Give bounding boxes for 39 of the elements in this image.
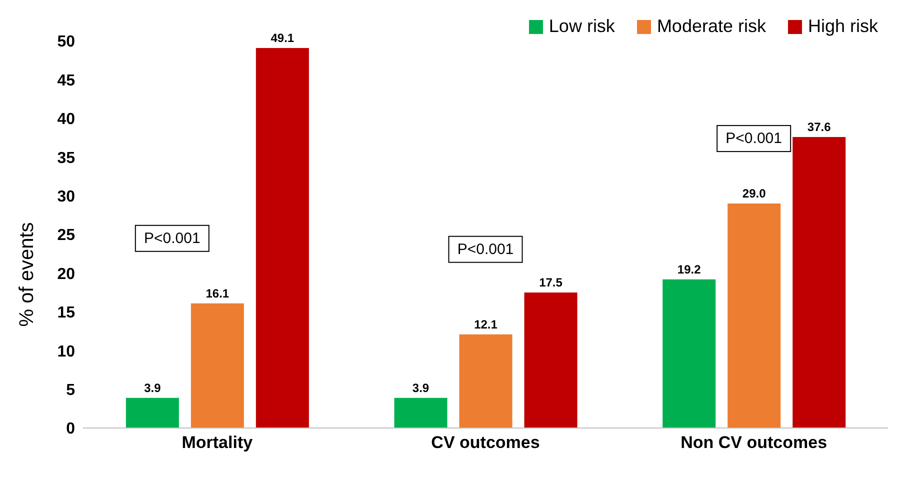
y-tick-label: 30 <box>57 188 76 206</box>
bar <box>256 48 309 428</box>
bar <box>459 334 512 428</box>
data-label: 16.1 <box>206 286 230 300</box>
bar <box>728 204 781 428</box>
y-tick-label: 45 <box>57 72 76 90</box>
bar <box>662 279 716 428</box>
x-tick-label: Mortality <box>182 433 254 452</box>
bar <box>394 398 448 428</box>
legend-label: Low risk <box>548 16 615 37</box>
y-axis-title: % of events <box>16 222 38 327</box>
x-tick-label: CV outcomes <box>431 433 540 452</box>
y-tick-label: 25 <box>57 227 76 244</box>
x-tick-label: Non CV outcomes <box>680 433 828 452</box>
data-label: 19.2 <box>677 262 702 276</box>
annotation: P<0.001 <box>144 230 200 247</box>
y-tick-label: 40 <box>57 111 76 128</box>
data-label: 37.6 <box>807 120 832 134</box>
bar <box>126 398 179 428</box>
data-label: 49.1 <box>270 30 294 45</box>
data-label: 12.1 <box>474 317 498 332</box>
data-label: 3.9 <box>412 380 430 395</box>
annotation: P<0.001 <box>457 240 514 258</box>
bar <box>792 136 846 428</box>
y-tick-label: 5 <box>66 382 76 399</box>
legend-label: High risk <box>806 16 878 37</box>
y-tick-label: 15 <box>57 304 76 322</box>
bar <box>190 303 244 428</box>
data-label: 3.9 <box>144 380 162 395</box>
y-tick-label: 50 <box>57 34 76 51</box>
bar <box>524 292 578 428</box>
annotation: P<0.001 <box>726 130 782 148</box>
y-tick-label: 35 <box>57 150 76 167</box>
y-tick-label: 0 <box>66 420 76 438</box>
data-label: 17.5 <box>539 276 563 290</box>
data-label: 29.0 <box>742 186 766 201</box>
y-tick-label: 10 <box>57 343 76 360</box>
y-tick-label: 20 <box>57 266 76 283</box>
legend-label: Moderate risk <box>656 16 766 37</box>
